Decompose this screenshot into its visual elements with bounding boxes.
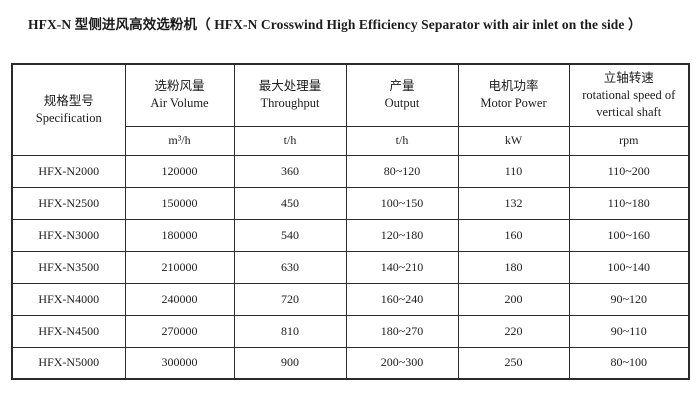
cell-model: HFX-N3000 xyxy=(11,218,126,252)
column-header-rotational-speed: 立轴转速 rotational speed of vertical shaft xyxy=(568,63,690,127)
unit-throughput: t/h xyxy=(233,125,347,156)
header-zh-output: 产量 xyxy=(389,79,415,94)
cell-output: 180~270 xyxy=(345,314,459,348)
column-header-specification: 规格型号 Specification xyxy=(11,63,126,156)
cell-model: HFX-N4000 xyxy=(11,282,126,316)
unit-air-volume: m³/h xyxy=(124,125,235,156)
cell-rotational-speed: 110~200 xyxy=(568,154,690,188)
column-header-output: 产量 Output xyxy=(345,63,459,127)
cell-output: 100~150 xyxy=(345,186,459,220)
cell-air-volume: 180000 xyxy=(124,218,235,252)
cell-air-volume: 120000 xyxy=(124,154,235,188)
column-header-motor-power: 电机功率 Motor Power xyxy=(457,63,570,127)
unit-output: t/h xyxy=(345,125,459,156)
cell-throughput: 540 xyxy=(233,218,347,252)
cell-throughput: 810 xyxy=(233,314,347,348)
unit-motor-power: kW xyxy=(457,125,570,156)
table-row: HFX-N4000 240000 720 160~240 200 90~120 xyxy=(11,282,690,316)
cell-throughput: 450 xyxy=(233,186,347,220)
header-en-air-volume: Air Volume xyxy=(150,96,209,111)
cell-rotational-speed: 80~100 xyxy=(568,346,690,380)
header-en-specification: Specification xyxy=(35,110,102,125)
cell-air-volume: 270000 xyxy=(124,314,235,348)
cell-output: 140~210 xyxy=(345,250,459,284)
cell-throughput: 900 xyxy=(233,346,347,380)
cell-model: HFX-N2500 xyxy=(11,186,126,220)
cell-output: 120~180 xyxy=(345,218,459,252)
table-body: HFX-N2000 120000 360 80~120 110 110~200 HFX-N2… xyxy=(11,154,690,380)
header-en-motor-power: Motor Power xyxy=(480,96,547,111)
cell-model: HFX-N4500 xyxy=(11,314,126,348)
table-row: HFX-N3500 210000 630 140~210 180 100~140 xyxy=(11,250,690,284)
cell-rotational-speed: 90~120 xyxy=(568,282,690,316)
units-row: m³/h t/h t/h kW rpm xyxy=(12,125,690,156)
cell-model: HFX-N5000 xyxy=(11,346,126,380)
table-row: HFX-N5000 300000 900 200~300 250 80~100 xyxy=(11,346,690,380)
header-row: 规格型号 Specification 选粉风量 Air Volume 最大处理量… xyxy=(11,63,690,156)
cell-air-volume: 300000 xyxy=(124,346,235,380)
cell-rotational-speed: 110~180 xyxy=(568,186,690,220)
header-zh-specification: 规格型号 xyxy=(43,93,94,108)
cell-rotational-speed: 100~140 xyxy=(568,250,690,284)
cell-motor-power: 200 xyxy=(457,282,570,316)
table-head: 规格型号 Specification 选粉风量 Air Volume 最大处理量… xyxy=(11,63,690,156)
cell-output: 80~120 xyxy=(345,154,459,188)
cell-air-volume: 210000 xyxy=(124,250,235,284)
header-zh-throughput: 最大处理量 xyxy=(258,79,322,94)
cell-motor-power: 180 xyxy=(457,250,570,284)
cell-motor-power: 110 xyxy=(457,154,570,188)
cell-motor-power: 132 xyxy=(457,186,570,220)
cell-rotational-speed: 90~110 xyxy=(568,314,690,348)
cell-air-volume: 150000 xyxy=(124,186,235,220)
header-en-rotational-speed: rotational speed of vertical shaft xyxy=(582,87,676,119)
header-zh-motor-power: 电机功率 xyxy=(488,79,539,94)
cell-model: HFX-N2000 xyxy=(11,154,126,188)
header-zh-air-volume: 选粉风量 xyxy=(154,79,205,94)
cell-throughput: 630 xyxy=(233,250,347,284)
cell-rotational-speed: 100~160 xyxy=(568,218,690,252)
cell-air-volume: 240000 xyxy=(124,282,235,316)
cell-output: 200~300 xyxy=(345,346,459,380)
cell-model: HFX-N3500 xyxy=(11,250,126,284)
document-title: HFX-N 型侧进风高效选粉机（ HFX-N Crosswind High Ef… xyxy=(28,17,642,32)
header-en-output: Output xyxy=(384,96,420,111)
table-row: HFX-N4500 270000 810 180~270 220 90~110 xyxy=(11,314,690,348)
column-header-air-volume: 选粉风量 Air Volume xyxy=(124,63,235,127)
cell-motor-power: 250 xyxy=(457,346,570,380)
table-row: HFX-N2500 150000 450 100~150 132 110~180 xyxy=(11,186,690,220)
header-en-throughput: Throughput xyxy=(260,96,320,111)
cell-motor-power: 220 xyxy=(457,314,570,348)
table-row: HFX-N2000 120000 360 80~120 110 110~200 xyxy=(11,154,690,188)
column-header-throughput: 最大处理量 Throughput xyxy=(233,63,347,127)
spec-table: 规格型号 Specification 选粉风量 Air Volume 最大处理量… xyxy=(11,63,690,380)
table-row: HFX-N3000 180000 540 120~180 160 100~160 xyxy=(11,218,690,252)
unit-rotational-speed: rpm xyxy=(568,125,690,156)
cell-throughput: 360 xyxy=(233,154,347,188)
cell-motor-power: 160 xyxy=(457,218,570,252)
cell-throughput: 720 xyxy=(233,282,347,316)
cell-output: 160~240 xyxy=(345,282,459,316)
header-zh-rotational-speed: 立轴转速 xyxy=(603,70,654,85)
